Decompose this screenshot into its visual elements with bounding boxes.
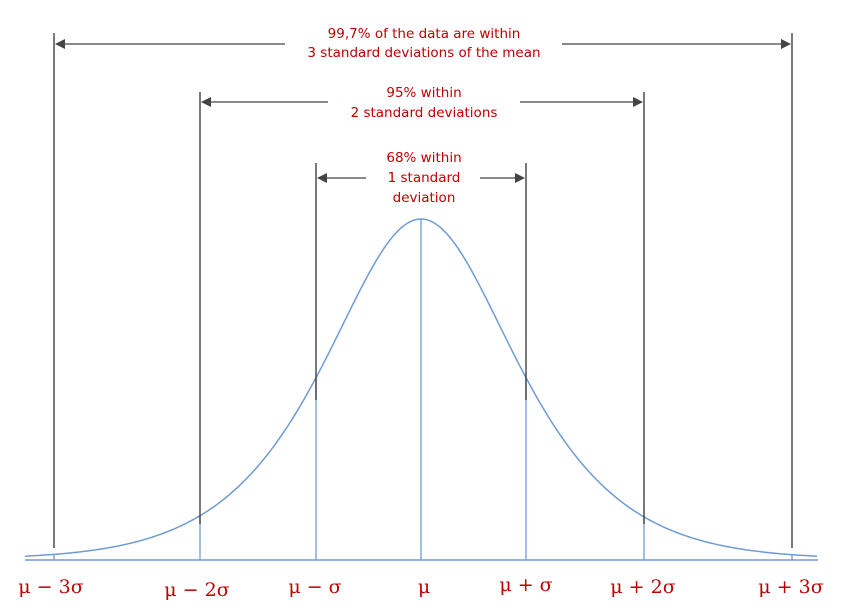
tick-label-mu: μ: [418, 576, 430, 598]
curve-verticals: [53, 219, 793, 560]
tick-label-mu-minus-sigma: μ − σ: [288, 576, 341, 598]
tick-label-mu-plus-sigma: μ + σ: [499, 574, 552, 596]
tick-label-mu-minus-2sigma: μ − 2σ: [164, 579, 229, 601]
annotation-1sigma-line2: 1 standard: [388, 170, 461, 186]
annotation-3sigma-line1: 99,7% of the data are within: [328, 26, 521, 42]
tick-label-mu-minus-3sigma: μ − 3σ: [18, 576, 83, 598]
annotation-1sigma-line1: 68% within: [386, 150, 461, 166]
annotation-2sigma-line1: 95% within: [386, 85, 461, 101]
tick-label-mu-plus-2sigma: μ + 2σ: [610, 576, 675, 598]
annotation-3sigma-line2: 3 standard deviations of the mean: [307, 45, 540, 61]
tick-label-mu-plus-3sigma: μ + 3σ: [758, 576, 823, 598]
annotation-1sigma-line3: deviation: [393, 190, 456, 206]
annotation-2sigma-line2: 2 standard deviations: [351, 105, 498, 121]
